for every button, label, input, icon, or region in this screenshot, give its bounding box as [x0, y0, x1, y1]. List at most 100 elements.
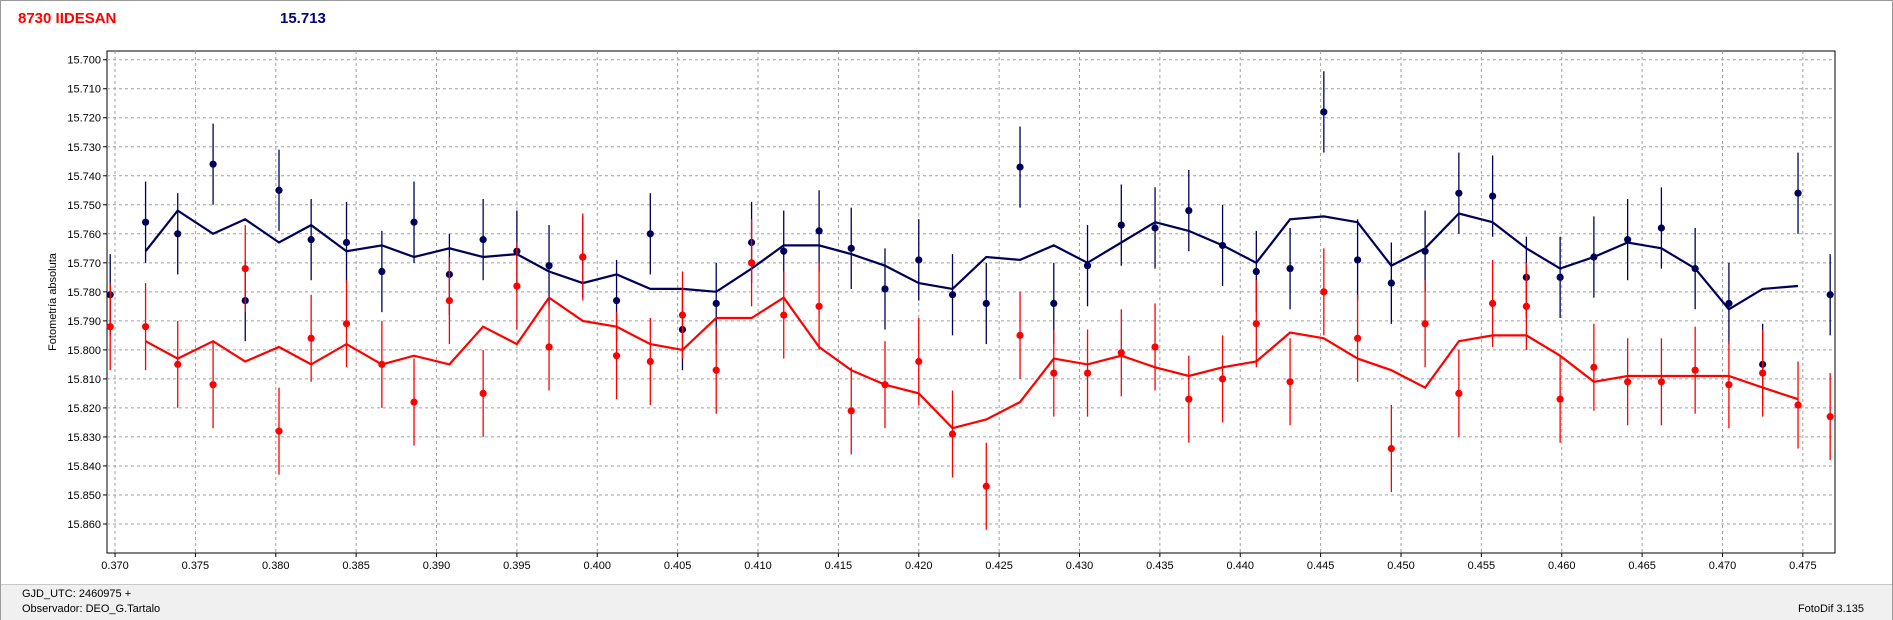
data-point [1590, 363, 1598, 371]
x-tick-label: 0.400 [584, 560, 612, 572]
data-point [747, 259, 756, 267]
x-tick-label: 0.455 [1468, 560, 1496, 572]
reference-magnitude: 15.713 [280, 10, 326, 27]
software-version: FotoDif 3.135 [1797, 603, 1864, 615]
data-point [948, 430, 957, 438]
data-point [307, 236, 315, 244]
data-point [780, 247, 788, 255]
data-point [545, 343, 553, 351]
y-tick-label: 15.800 [67, 345, 101, 357]
data-point [1016, 331, 1024, 339]
data-point [479, 236, 487, 244]
data-point [712, 366, 720, 374]
data-point [1185, 395, 1193, 403]
data-point [1083, 369, 1092, 377]
series-1 [106, 213, 1834, 530]
data-point [1691, 366, 1699, 374]
data-point [1252, 320, 1260, 328]
data-point [241, 265, 249, 273]
data-point [1083, 262, 1092, 270]
x-axis-ticks: 0.370 0.375 0.380 0.385 0.390 0.395 0.400 0.405… [101, 553, 1817, 572]
status-footer: GJD_UTC: 2460975 + Observador: DEO_G.Tar… [1, 584, 1892, 620]
data-point [915, 357, 923, 366]
data-point [1218, 375, 1227, 383]
gjd-label: GJD_UTC: 2460975 + [22, 588, 132, 600]
data-point [174, 360, 182, 368]
data-point [1016, 163, 1024, 171]
data-point [1455, 189, 1463, 197]
data-point [1320, 288, 1328, 296]
y-tick-label: 15.790 [67, 316, 101, 328]
data-point [1489, 192, 1497, 200]
data-point [1218, 241, 1227, 250]
data-point [1353, 256, 1362, 264]
data-point [712, 299, 720, 308]
x-tick-label: 0.445 [1307, 560, 1335, 572]
data-point [307, 334, 315, 342]
data-point [1151, 224, 1159, 232]
data-point [1794, 189, 1802, 197]
data-point [612, 296, 621, 305]
data-point [1489, 299, 1497, 308]
data-point [1691, 265, 1699, 273]
data-point [479, 389, 487, 398]
data-point [579, 253, 587, 261]
data-point [1421, 320, 1429, 328]
data-point [141, 218, 150, 226]
data-point [209, 381, 217, 389]
data-point [678, 311, 687, 319]
y-tick-label: 15.730 [67, 142, 101, 154]
x-tick-label: 0.450 [1387, 560, 1415, 572]
data-point [1522, 302, 1530, 310]
y-tick-label: 15.750 [67, 200, 101, 212]
data-point [378, 360, 386, 368]
y-tick-label: 15.760 [67, 229, 101, 241]
data-point [1050, 369, 1058, 377]
data-point [1050, 299, 1058, 308]
data-point [342, 320, 351, 328]
x-tick-label: 0.415 [825, 560, 853, 572]
x-tick-label: 0.380 [262, 560, 290, 572]
data-point [410, 398, 418, 406]
data-point [1624, 378, 1632, 386]
data-point [1725, 299, 1733, 308]
x-tick-label: 0.420 [905, 560, 933, 572]
data-point [275, 427, 283, 435]
data-point [342, 238, 351, 247]
data-point [1353, 334, 1362, 342]
data-point [1387, 444, 1395, 453]
data-point [915, 256, 923, 264]
y-tick-label: 15.770 [67, 258, 101, 270]
observer-label: Observador: DEO_G.Tartalo [22, 603, 161, 615]
x-tick-label: 0.475 [1789, 560, 1817, 572]
data-point [646, 357, 654, 366]
data-point [378, 267, 386, 276]
x-tick-label: 0.425 [985, 560, 1013, 572]
x-tick-label: 0.405 [664, 560, 692, 572]
data-point [1286, 378, 1294, 386]
data-point [1590, 253, 1598, 261]
y-tick-label: 15.810 [67, 374, 101, 386]
x-tick-label: 0.385 [342, 560, 370, 572]
data-point [209, 160, 217, 168]
x-tick-label: 0.430 [1066, 560, 1094, 572]
data-point [410, 218, 418, 226]
data-point [1286, 265, 1294, 273]
x-tick-label: 0.370 [101, 560, 129, 572]
data-point [1421, 247, 1429, 255]
y-tick-label: 15.780 [67, 287, 101, 299]
x-tick-label: 0.465 [1628, 560, 1656, 572]
data-point [881, 285, 889, 293]
data-point [948, 291, 957, 299]
data-point [1624, 236, 1632, 244]
smoothed-curve [144, 209, 1799, 311]
data-point [612, 352, 621, 360]
data-point [1151, 343, 1159, 351]
data-point [1455, 389, 1463, 398]
data-point [545, 262, 553, 270]
data-point [780, 311, 788, 319]
data-point [106, 323, 114, 331]
data-point [982, 482, 990, 490]
grid-lines [107, 51, 1835, 553]
y-tick-label: 15.850 [67, 490, 101, 502]
